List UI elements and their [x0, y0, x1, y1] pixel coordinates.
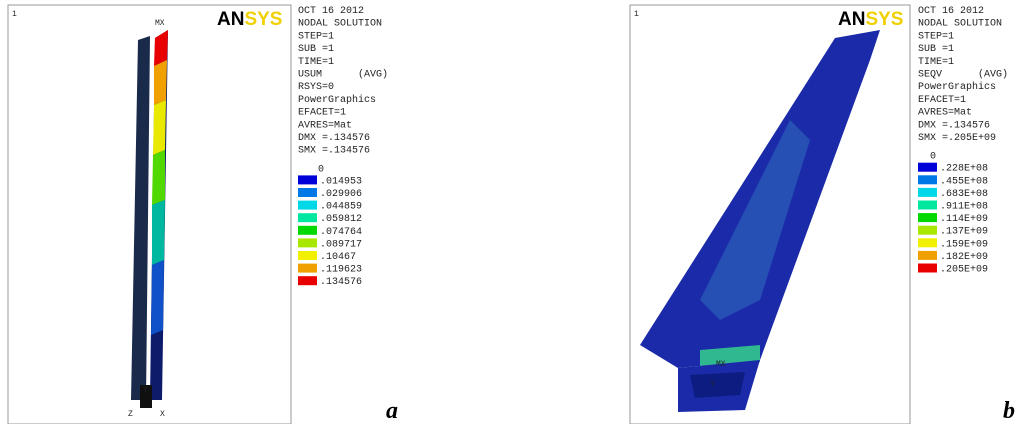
marker-y-axis: Y	[710, 380, 715, 389]
info-line: SUB =1	[918, 44, 954, 55]
legend-label: .205E+09	[940, 265, 988, 276]
legend-zero: 0	[318, 164, 324, 175]
info-line: OCT 16 2012	[918, 6, 984, 17]
info-line: SMX =.134576	[298, 146, 370, 157]
info-line: PowerGraphics	[298, 94, 376, 106]
logo: ANSYS	[217, 9, 282, 30]
legend-swatch	[298, 188, 317, 197]
legend-label: .119623	[320, 265, 362, 276]
panel-label: b	[1003, 398, 1015, 424]
legend-swatch	[298, 264, 317, 273]
marker-x-axis: X	[160, 410, 165, 419]
legend-label: .911E+08	[940, 202, 988, 213]
legend-swatch	[298, 226, 317, 235]
logo-part: AN	[838, 9, 865, 30]
window-number: 1	[12, 10, 17, 19]
logo-part: AN	[217, 9, 244, 30]
info-line: STEP=1	[918, 31, 954, 42]
info-line: AVRES=Mat	[918, 108, 972, 119]
info-line: RSYS=0	[298, 82, 334, 93]
legend-swatch	[918, 226, 937, 235]
legend-swatch	[918, 238, 937, 247]
legend-swatch	[918, 251, 937, 260]
logo-part: SYS	[865, 9, 903, 30]
legend-label: .159E+09	[940, 239, 988, 250]
info-line: AVRES=Mat	[298, 120, 352, 131]
legend-label: .059812	[320, 214, 362, 225]
legend-swatch	[918, 264, 937, 273]
legend-swatch	[298, 213, 317, 222]
info-line: SMX =.205E+09	[918, 133, 996, 144]
info-line: SUB =1	[298, 44, 334, 55]
legend-swatch	[298, 238, 317, 247]
info-line: NODAL SOLUTION	[298, 19, 382, 30]
legend-swatch	[918, 175, 937, 184]
legend-label: .114E+09	[940, 214, 988, 225]
legend-label: .044859	[320, 202, 362, 213]
info-line: STEP=1	[298, 31, 334, 42]
info-line: OCT 16 2012	[298, 6, 364, 17]
legend-swatch	[918, 213, 937, 222]
info-line: DMX =.134576	[298, 133, 370, 144]
legend-swatch	[918, 201, 937, 210]
info-line: TIME=1	[298, 57, 334, 68]
legend-label: .074764	[320, 227, 362, 238]
legend-swatch	[298, 201, 317, 210]
legend-label: .134576	[320, 277, 362, 288]
legend-swatch	[298, 175, 317, 184]
legend-swatch	[298, 276, 317, 285]
info-line: USUM (AVG)	[298, 69, 388, 81]
info-line: NODAL SOLUTION	[918, 19, 1002, 30]
legend-label: .455E+08	[940, 176, 988, 187]
marker-y-axis: Y	[143, 386, 148, 395]
figure: a b 1ANSYSOCT 16 2012NODAL SOLUTIONSTEP=…	[0, 0, 1021, 424]
legend-label: .683E+08	[940, 189, 988, 200]
legend-swatch	[298, 251, 317, 260]
info-line: PowerGraphics	[918, 81, 996, 93]
logo: ANSYS	[838, 9, 903, 30]
legend-swatch	[918, 188, 937, 197]
info-line: SEQV (AVG)	[918, 69, 1008, 81]
info-line: EFACET=1	[298, 108, 346, 119]
legend-label: .10467	[320, 252, 356, 263]
legend-label: .182E+09	[940, 252, 988, 263]
info-line: TIME=1	[918, 57, 954, 68]
legend-label: .228E+08	[940, 164, 988, 175]
legend-label: .089717	[320, 239, 362, 250]
legend-label: .137E+09	[940, 227, 988, 238]
marker-max: MX	[155, 19, 165, 28]
legend-swatch	[918, 163, 937, 172]
info-line: DMX =.134576	[918, 120, 990, 131]
info-line: EFACET=1	[918, 95, 966, 106]
window-number: 1	[634, 10, 639, 19]
logo-part: SYS	[244, 9, 282, 30]
legend-zero: 0	[930, 152, 936, 163]
marker-z-axis: Z	[128, 410, 133, 419]
marker-max: MX	[716, 360, 726, 369]
legend-label: .029906	[320, 189, 362, 200]
panel-label: a	[386, 398, 398, 424]
legend-label: .014953	[320, 176, 362, 187]
